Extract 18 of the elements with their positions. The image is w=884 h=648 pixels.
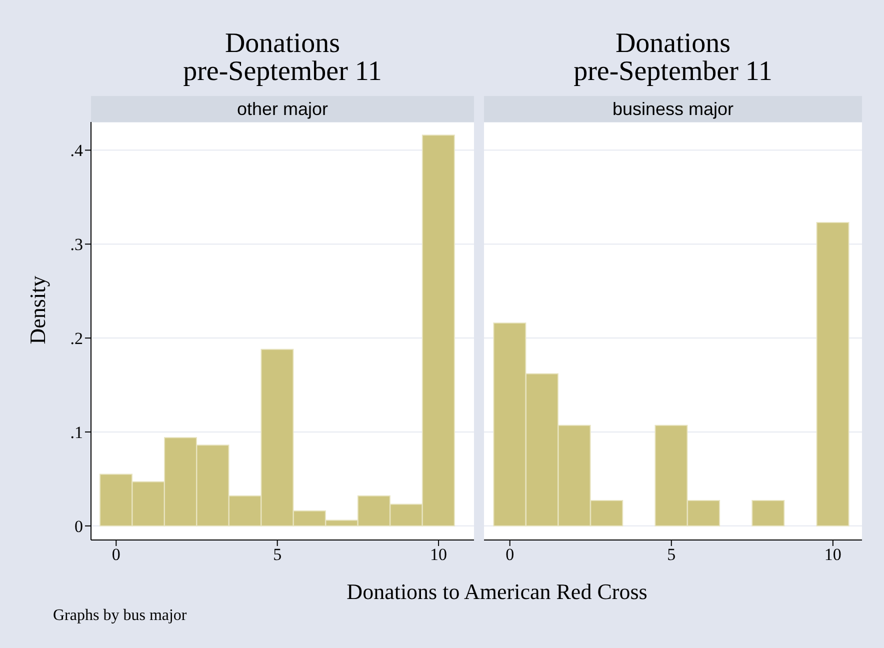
y-axis-title: Density: [25, 276, 51, 344]
x-tick-label: 10: [430, 545, 448, 564]
chart-subtitle: other major: [91, 96, 474, 122]
x-tick-label: 5: [667, 545, 676, 564]
y-tick-label: .2: [70, 329, 83, 348]
y-tick-label: 0: [74, 516, 83, 536]
x-axis-title: Donations to American Red Cross: [346, 579, 648, 605]
y-tick-label: .1: [70, 423, 83, 442]
chart-subtitle: business major: [484, 96, 862, 122]
x-tick-label: 0: [506, 545, 514, 564]
y-tick-label: .3: [70, 235, 83, 254]
chart-title: Donations pre-September 11: [182, 28, 383, 87]
chart-title: Donations pre-September 11: [572, 28, 774, 87]
x-tick-label: 5: [273, 545, 282, 564]
x-tick-label: 10: [824, 545, 842, 564]
x-tick-label: 0: [112, 545, 120, 564]
text: Graphs by bus major: [53, 607, 187, 625]
y-tick-label: .4: [70, 141, 84, 160]
